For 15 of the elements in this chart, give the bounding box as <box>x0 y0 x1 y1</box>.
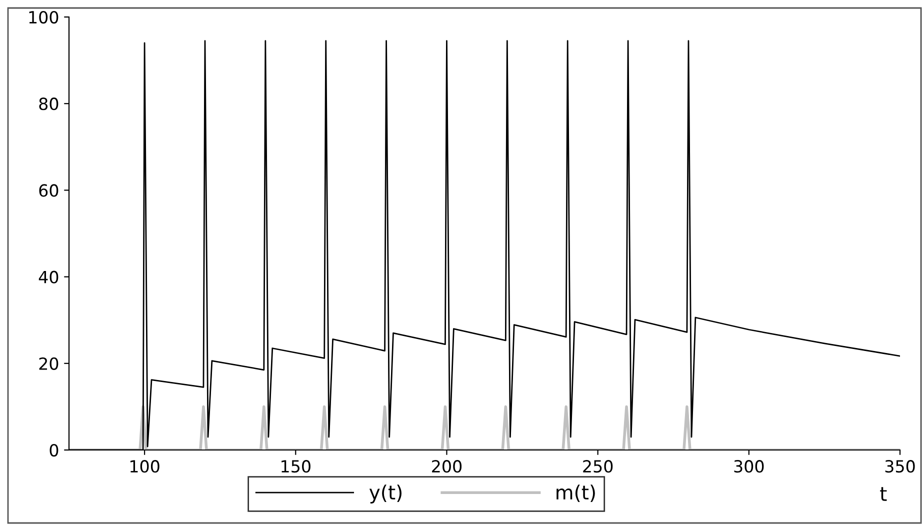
y-tick-label: 100 <box>29 10 58 24</box>
y-tick-label: 20 <box>39 357 58 370</box>
x-tick-label: 250 <box>583 460 613 473</box>
y-tick-label: 60 <box>39 184 58 197</box>
y-tick-label: 80 <box>39 98 58 110</box>
x-tick-label: 100 <box>130 460 160 473</box>
legend-label: y(t) <box>369 484 402 504</box>
x-tick-label: 150 <box>282 460 310 473</box>
legend-label: m(t) <box>556 484 595 502</box>
y-tick-label: 0 <box>50 444 58 457</box>
y-tick-label: 40 <box>38 270 58 284</box>
x-tick-label: 200 <box>432 460 462 473</box>
x-axis-title: t <box>880 487 887 501</box>
x-tick-label: 300 <box>734 460 764 473</box>
x-tick-label: 350 <box>885 460 915 473</box>
